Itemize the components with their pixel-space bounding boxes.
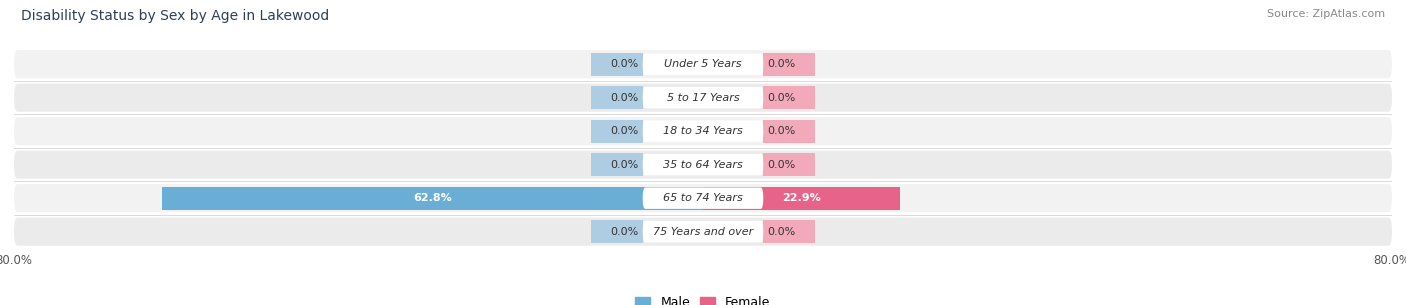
Bar <box>591 120 643 142</box>
Text: 0.0%: 0.0% <box>610 126 638 136</box>
FancyBboxPatch shape <box>14 117 1392 145</box>
FancyBboxPatch shape <box>643 188 763 209</box>
Text: Source: ZipAtlas.com: Source: ZipAtlas.com <box>1267 9 1385 19</box>
Text: 0.0%: 0.0% <box>610 160 638 170</box>
Text: 0.0%: 0.0% <box>610 59 638 69</box>
Bar <box>763 120 815 142</box>
Text: 18 to 34 Years: 18 to 34 Years <box>664 126 742 136</box>
Text: Under 5 Years: Under 5 Years <box>664 59 742 69</box>
Text: 0.0%: 0.0% <box>768 227 796 237</box>
Text: 75 Years and over: 75 Years and over <box>652 227 754 237</box>
Bar <box>763 187 815 210</box>
Text: 0.0%: 0.0% <box>610 93 638 103</box>
Text: Disability Status by Sex by Age in Lakewood: Disability Status by Sex by Age in Lakew… <box>21 9 329 23</box>
FancyBboxPatch shape <box>643 221 763 242</box>
Text: 5 to 17 Years: 5 to 17 Years <box>666 93 740 103</box>
Text: 35 to 64 Years: 35 to 64 Years <box>664 160 742 170</box>
Text: 0.0%: 0.0% <box>610 227 638 237</box>
Legend: Male, Female: Male, Female <box>636 296 770 305</box>
Text: 0.0%: 0.0% <box>768 93 796 103</box>
FancyBboxPatch shape <box>643 87 763 108</box>
Bar <box>591 187 643 210</box>
Text: 22.9%: 22.9% <box>782 193 821 203</box>
FancyBboxPatch shape <box>14 50 1392 78</box>
Text: 0.0%: 0.0% <box>768 126 796 136</box>
FancyBboxPatch shape <box>14 151 1392 179</box>
FancyBboxPatch shape <box>643 53 763 75</box>
Bar <box>162 187 703 210</box>
Bar <box>763 153 815 176</box>
Text: 62.8%: 62.8% <box>413 193 451 203</box>
Bar <box>591 153 643 176</box>
Bar <box>763 53 815 76</box>
Text: 65 to 74 Years: 65 to 74 Years <box>664 193 742 203</box>
Bar <box>591 53 643 76</box>
Text: 0.0%: 0.0% <box>768 160 796 170</box>
Text: 0.0%: 0.0% <box>768 59 796 69</box>
FancyBboxPatch shape <box>14 217 1392 246</box>
FancyBboxPatch shape <box>643 154 763 175</box>
FancyBboxPatch shape <box>14 84 1392 112</box>
Bar <box>591 86 643 109</box>
Bar <box>703 187 900 210</box>
FancyBboxPatch shape <box>643 120 763 142</box>
Bar <box>591 220 643 243</box>
FancyBboxPatch shape <box>14 184 1392 212</box>
Bar <box>763 86 815 109</box>
Bar <box>763 220 815 243</box>
